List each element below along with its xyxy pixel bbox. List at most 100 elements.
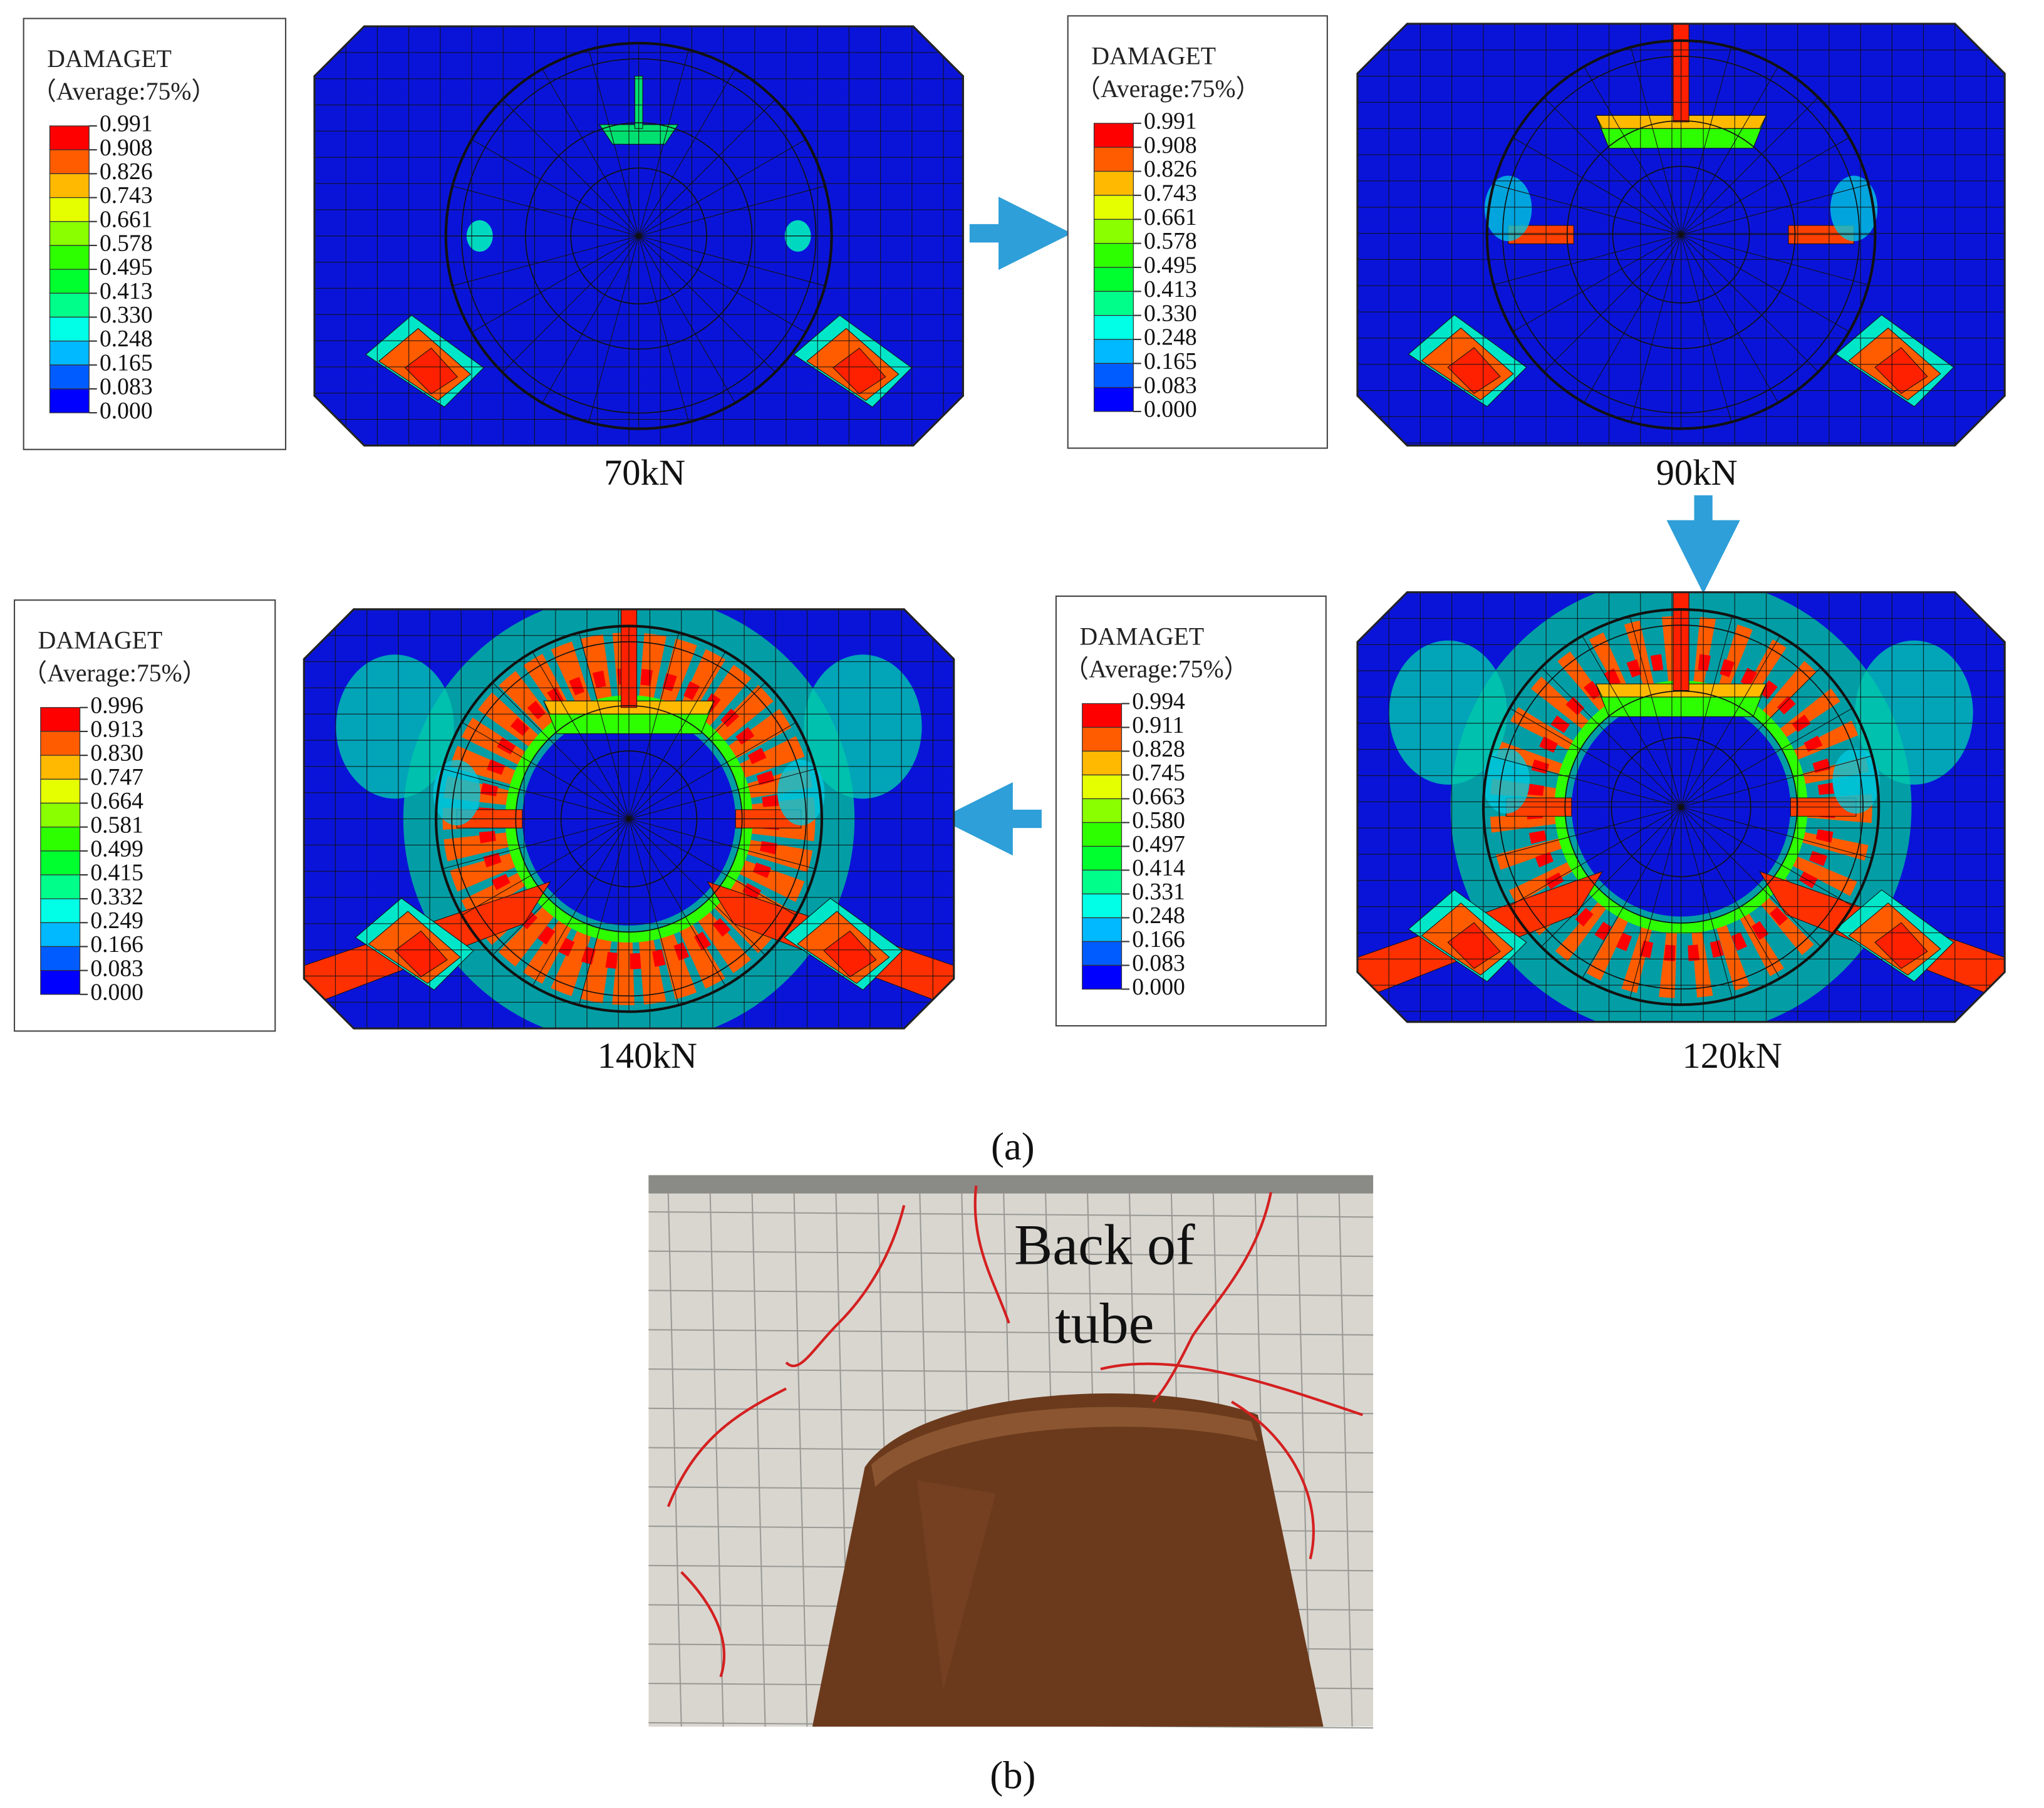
- legend-color: [1082, 941, 1123, 966]
- photo-grid-line: [648, 1329, 1374, 1336]
- legend-color: [49, 364, 90, 390]
- legend: DAMAGET （Average:75%） 0.9910.9080.8260.743…: [23, 18, 287, 450]
- mesh-radial: [1681, 667, 1822, 808]
- mesh-radial: [462, 819, 630, 916]
- legend-color: [1093, 242, 1134, 268]
- legend-color: [49, 388, 90, 413]
- mesh-radial: [588, 49, 640, 236]
- photo-grid-line: [648, 1289, 1374, 1296]
- mesh-outline: [303, 608, 955, 1030]
- mesh-circle: [1498, 624, 1864, 990]
- legend-color: [40, 922, 81, 948]
- photo-grid-line: [751, 1193, 766, 1727]
- photo-grid-line: [648, 1368, 1374, 1375]
- damage-patch: [833, 348, 886, 395]
- mesh-radial: [638, 185, 826, 237]
- mesh-circle: [1566, 120, 1796, 349]
- legend-color: [40, 946, 81, 971]
- legend-value: 0.083: [1132, 950, 1185, 976]
- legend-color: [1082, 798, 1123, 824]
- mesh-radial: [1681, 708, 1853, 808]
- legend-value: 0.165: [100, 349, 153, 376]
- mesh-radial: [1584, 66, 1682, 235]
- legend-color: [1093, 339, 1134, 364]
- mesh-radial: [628, 682, 766, 819]
- legend-value: 0.826: [100, 158, 153, 185]
- mesh-radial: [578, 633, 630, 819]
- legend-value: 0.913: [90, 716, 143, 743]
- mesh-radial: [471, 139, 639, 237]
- mesh-radial: [542, 68, 640, 237]
- legend-value: 0.743: [1144, 180, 1197, 207]
- photo-grid-line: [793, 1193, 808, 1727]
- legend-value: 0.828: [1132, 736, 1185, 762]
- legend-value: 0.083: [90, 955, 143, 981]
- legend-color: [49, 245, 90, 270]
- legend-value: 0.414: [1132, 855, 1185, 881]
- legend-value: 0.413: [100, 278, 153, 304]
- mesh-plot: [1356, 23, 2006, 447]
- mesh-inner: [314, 26, 963, 446]
- mesh-radial: [638, 139, 806, 237]
- legend-value: 0.578: [1144, 228, 1197, 254]
- legend-color: [1082, 750, 1123, 776]
- mesh-radial: [1513, 137, 1681, 235]
- damage-blob: [1389, 640, 1507, 785]
- legend-color: [49, 173, 90, 199]
- legend: DAMAGET （Average:75%） 0.9940.9110.8280.745…: [1055, 595, 1327, 1027]
- mesh-outline: [1356, 23, 2006, 447]
- legend-color: [1082, 822, 1123, 847]
- legend-color: [49, 269, 90, 294]
- legend-value: 0.415: [90, 860, 143, 886]
- legend-subtitle: （Average:75%）: [23, 659, 207, 687]
- legend-value: 0.991: [1144, 108, 1197, 135]
- legend-color: [40, 826, 81, 852]
- mesh-radial: [638, 68, 736, 237]
- legend-color: [49, 197, 90, 222]
- legend-color: [1082, 964, 1123, 990]
- legend-color: [1093, 291, 1134, 316]
- mesh-circle: [1485, 39, 1877, 430]
- mesh-radial: [1681, 183, 1869, 235]
- legend-color: [1082, 703, 1123, 728]
- legend-color: [40, 850, 81, 876]
- mesh-circle: [560, 750, 698, 887]
- photo-grid-line: [1338, 1193, 1353, 1727]
- legend-color: [1093, 363, 1134, 388]
- mesh-radial: [1681, 616, 1733, 807]
- mesh-radial: [532, 651, 630, 819]
- photo-grid-line: [1296, 1193, 1311, 1727]
- mesh-circle: [435, 624, 823, 1013]
- damage-patch: [1447, 922, 1501, 969]
- mesh-radial: [1510, 807, 1681, 906]
- legend-value: 0.743: [100, 182, 153, 209]
- caption-a: (a): [991, 1124, 1035, 1168]
- load-label: 90kN: [1656, 452, 1738, 493]
- legend-value: 0.663: [1132, 783, 1185, 810]
- mesh-radial: [1681, 755, 1872, 808]
- legend: DAMAGET （Average:75%） 0.9960.9130.8300.747…: [13, 599, 276, 1032]
- legend-color: [49, 221, 90, 246]
- mesh-radial: [1681, 97, 1819, 235]
- mesh-radial: [1681, 66, 1778, 235]
- mesh-radial: [1681, 47, 1732, 235]
- legend-subtitle: （Average:75%）: [1064, 656, 1248, 683]
- legend-color: [1093, 267, 1134, 292]
- mesh-radial: [628, 819, 816, 869]
- mesh-radial: [1541, 807, 1681, 948]
- legend-color: [1082, 845, 1123, 871]
- mesh-radial: [1681, 807, 1733, 998]
- mesh-outline: [1356, 591, 2006, 1023]
- load-label: 120kN: [1682, 1035, 1782, 1076]
- mesh-radial: [1493, 183, 1681, 235]
- mesh-plot: [313, 25, 964, 447]
- legend-value: 0.908: [1144, 132, 1197, 158]
- mesh-plot: [303, 608, 955, 1030]
- legend-value: 0.000: [1132, 974, 1185, 1000]
- legend-title: DAMAGET: [47, 45, 172, 73]
- mesh-radial: [578, 819, 630, 1006]
- mesh-radial: [1629, 807, 1682, 998]
- legend-subtitle: （Average:75%）: [31, 78, 216, 105]
- legend-color: [40, 731, 81, 756]
